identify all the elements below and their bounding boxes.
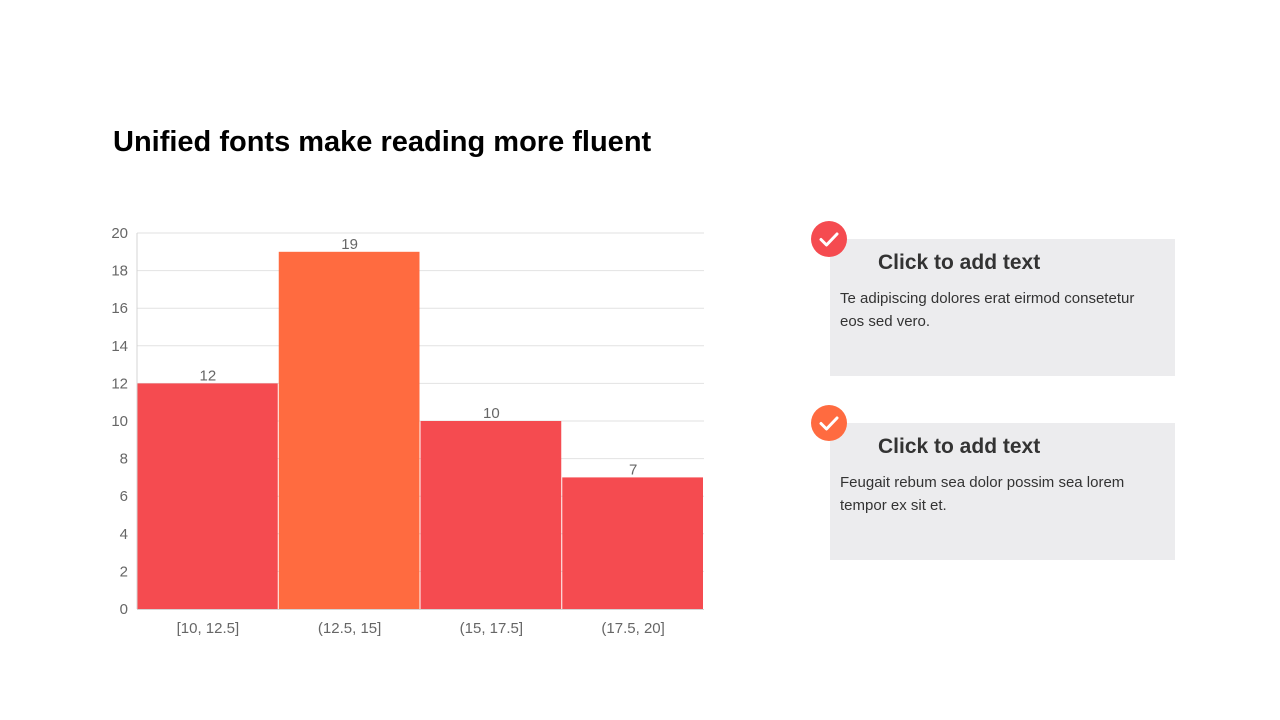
y-tick-label: 18	[111, 263, 128, 280]
text-card-2[interactable]: Click to add text Feugait rebum sea dolo…	[811, 405, 1175, 560]
card-title[interactable]: Click to add text	[878, 435, 1041, 458]
check-badge	[811, 405, 847, 441]
y-tick-label: 20	[111, 225, 128, 242]
x-tick-label: (12.5, 15]	[318, 620, 381, 637]
bar[interactable]	[420, 421, 562, 609]
bar[interactable]	[137, 383, 278, 609]
bar[interactable]	[562, 477, 703, 609]
check-badge	[811, 221, 847, 257]
y-tick-label: 10	[111, 413, 128, 430]
y-tick-label: 2	[120, 563, 128, 580]
bars	[137, 251, 703, 610]
labels: 0 2 4 6 8 10 12 14 16 18 20 12 [10, 12.5] 19 (12.5, 15…	[111, 225, 665, 637]
y-tick-label: 0	[120, 601, 128, 618]
y-tick-label: 4	[120, 526, 128, 543]
data-label: 10	[483, 405, 500, 422]
data-label: 12	[200, 367, 217, 384]
card-title[interactable]: Click to add text	[878, 251, 1041, 274]
y-tick-label: 12	[111, 375, 128, 392]
check-icon	[811, 221, 847, 257]
x-tick-label: [10, 12.5]	[177, 620, 240, 637]
axes	[136, 233, 704, 610]
x-tick-label: (15, 17.5]	[460, 620, 523, 637]
data-label: 7	[629, 461, 637, 478]
slide-title: Unified fonts make reading more fluent	[113, 126, 652, 158]
card-body[interactable]: Feugait rebum sea dolor possim sea lorem…	[840, 474, 1125, 514]
card-body[interactable]: Te adipiscing dolores erat eirmod conset…	[840, 290, 1135, 330]
histogram-chart: 0 2 4 6 8 10 12 14 16 18 20 12 [10, 12.5] 19 (12.5, 15…	[111, 225, 704, 637]
data-label: 19	[341, 236, 358, 253]
y-tick-label: 8	[120, 451, 128, 468]
y-tick-label: 6	[120, 488, 128, 505]
text-card-1[interactable]: Click to add text Te adipiscing dolores …	[811, 221, 1175, 376]
x-tick-label: (17.5, 20]	[601, 620, 664, 637]
bar[interactable]	[278, 251, 420, 610]
y-tick-label: 14	[111, 338, 128, 355]
check-icon	[811, 405, 847, 441]
y-tick-label: 16	[111, 300, 128, 317]
